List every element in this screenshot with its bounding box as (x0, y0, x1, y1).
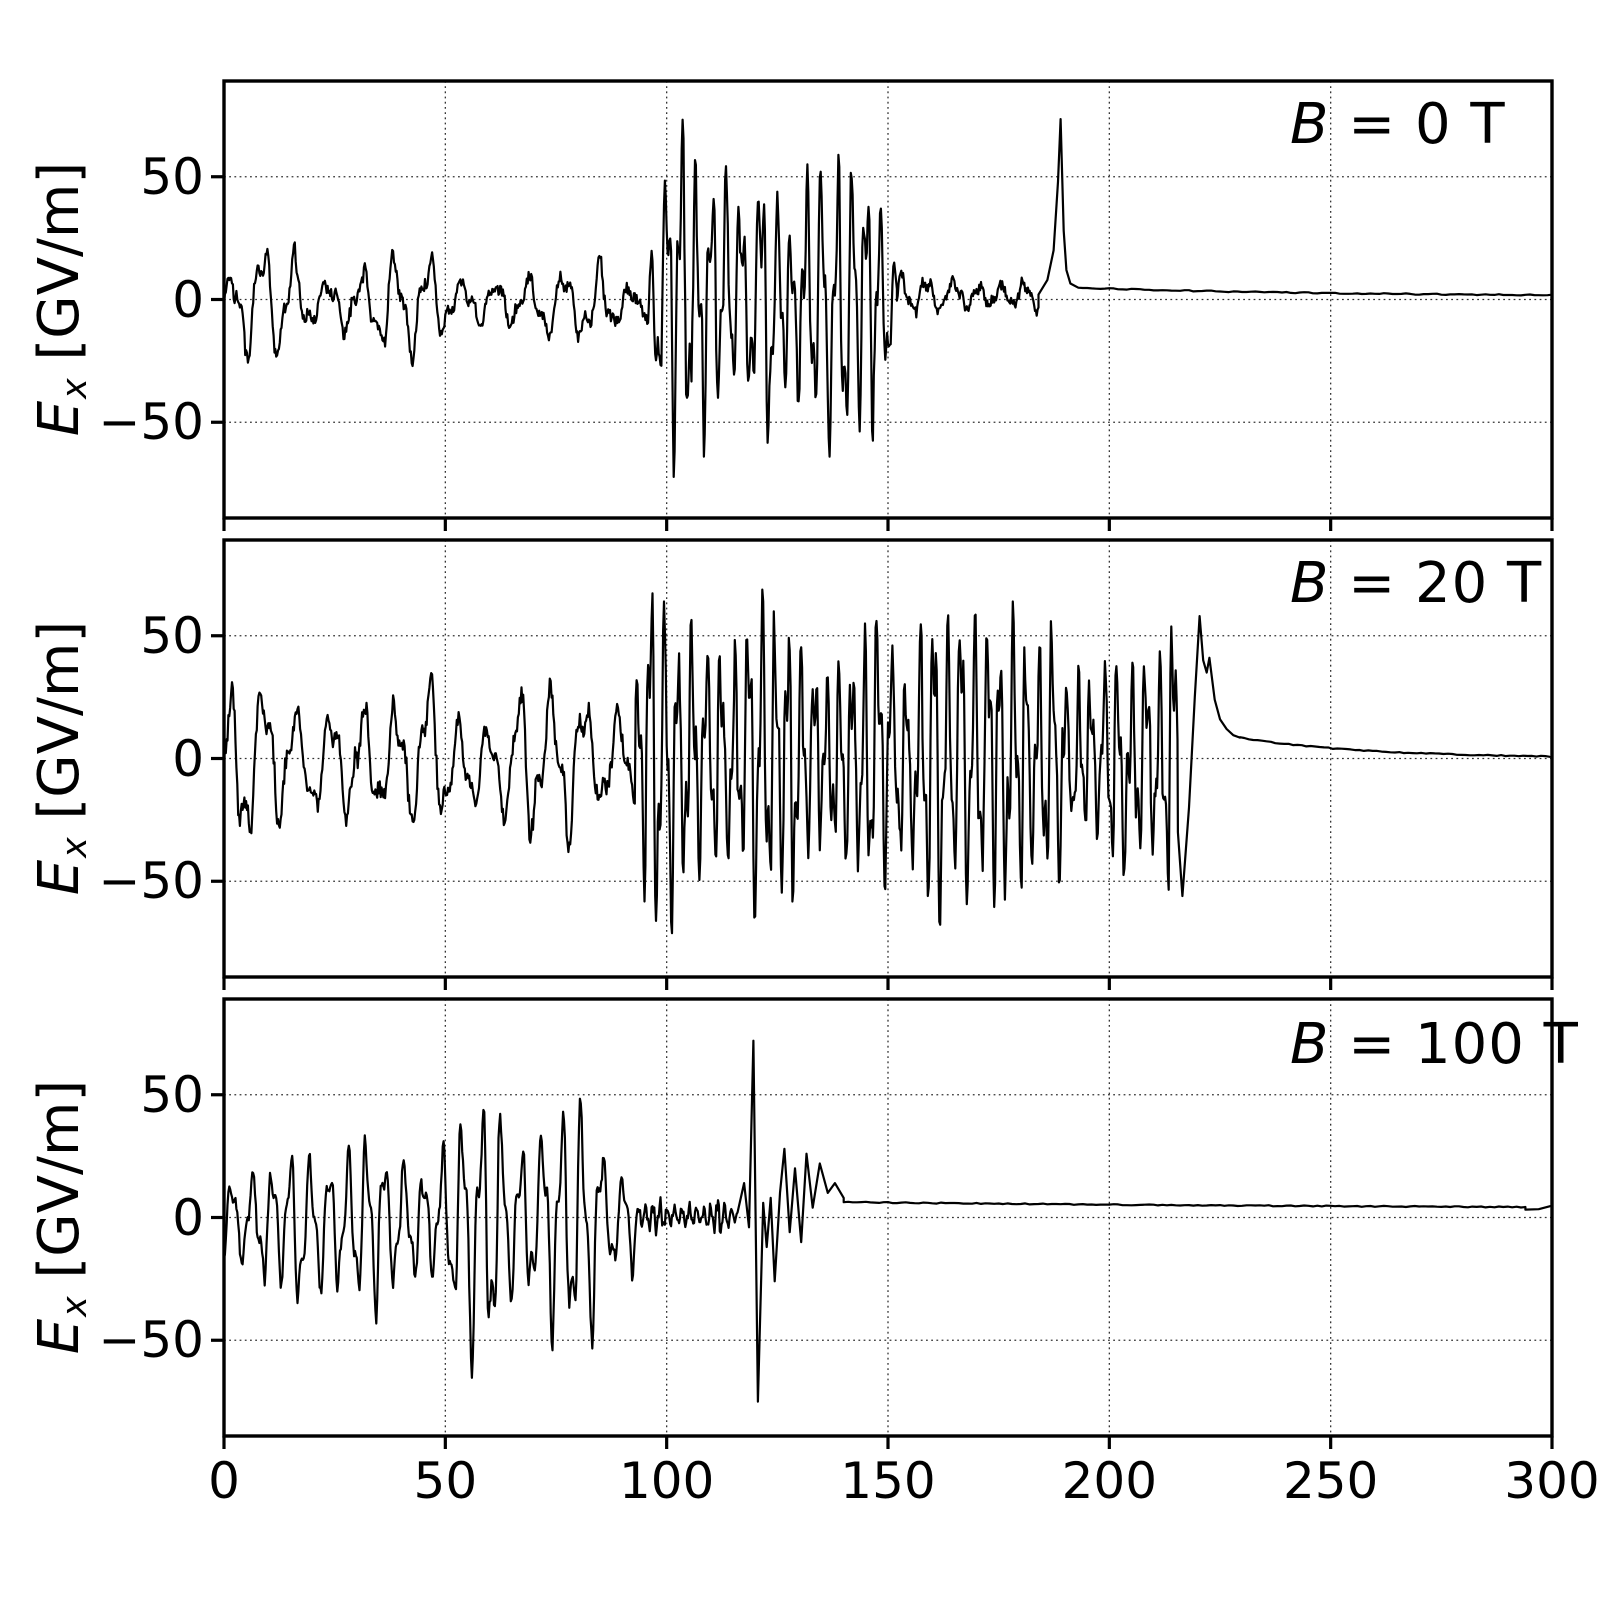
annotation-value: = 20 T (1329, 551, 1543, 616)
y-tick-label: 50 (140, 606, 204, 665)
y-tick-label: −50 (98, 393, 204, 452)
y-tick-label: −50 (98, 852, 204, 911)
y-tick-label: 0 (172, 1188, 204, 1247)
panel-plot-b100 (211, 997, 1554, 1449)
annotation-value: = 100 T (1329, 1012, 1579, 1077)
x-tick-label: 200 (1061, 1452, 1158, 1510)
annotation-variable: B (1290, 551, 1330, 616)
y-tick-label: 0 (172, 729, 204, 788)
signal-line (222, 588, 1551, 935)
panel-plot-b0 (211, 79, 1554, 531)
y-tick-label: 50 (140, 147, 204, 206)
panel-plot-b20 (211, 538, 1554, 990)
y-tick-label: 0 (172, 270, 204, 329)
x-tick-label: 150 (840, 1452, 936, 1510)
y-tick-label: 50 (140, 1065, 204, 1124)
axes-frame (222, 997, 1554, 1438)
x-tick-label: 50 (413, 1452, 478, 1510)
axes-frame (222, 79, 1554, 520)
signal-line (222, 1039, 1554, 1403)
x-tick-label: 300 (1504, 1452, 1600, 1510)
panel-annotation-b100: B = 100 T (1290, 1015, 1579, 1075)
y-tick-label: −50 (98, 1311, 204, 1370)
annotation-value: = 0 T (1329, 92, 1506, 157)
x-tick-label: 100 (618, 1452, 715, 1510)
x-tick-label: 0 (208, 1452, 240, 1510)
panel-annotation-b20: B = 20 T (1290, 554, 1542, 614)
annotation-variable: B (1290, 92, 1330, 157)
annotation-variable: B (1290, 1012, 1330, 1077)
panel-annotation-b0: B = 0 T (1290, 95, 1506, 155)
axes-frame (222, 538, 1554, 979)
x-tick-label: 250 (1282, 1452, 1379, 1510)
signal-line (222, 118, 1554, 478)
